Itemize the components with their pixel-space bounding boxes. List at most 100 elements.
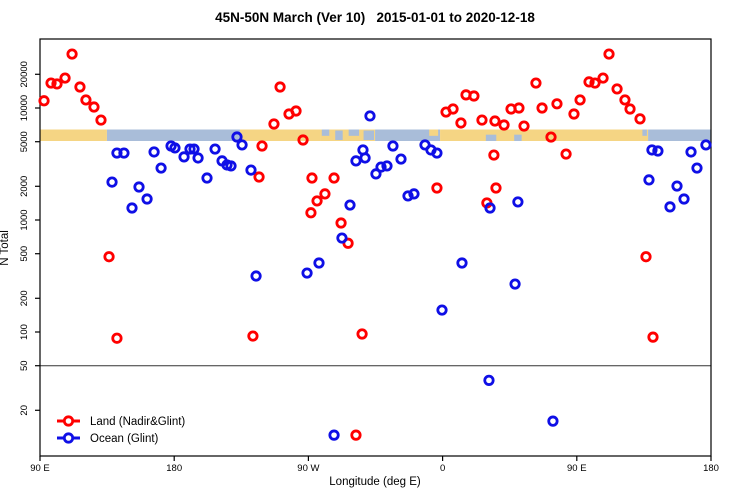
data-point-land [253,171,265,183]
data-point-ocean [155,162,167,174]
data-point-ocean [141,193,153,205]
data-point-ocean [395,153,407,165]
data-point-land [536,102,548,114]
y-tick-label: 20000 [19,61,30,87]
x-tick-label: 0 [440,463,445,474]
data-point-ocean [436,304,448,316]
data-point-land [513,102,525,114]
data-point-land [490,182,502,194]
data-point-ocean [126,202,138,214]
data-point-land [305,207,317,219]
data-point-land [574,94,586,106]
data-point-land [518,120,530,132]
y-tick-label: 1000 [19,209,30,230]
x-tick-label: 90 E [30,463,50,474]
data-point-land [268,118,280,130]
data-point-ocean [328,429,340,441]
data-point-land [551,98,563,110]
legend-marker-ocean [62,432,75,444]
data-point-land [560,148,572,160]
data-point-ocean [231,131,243,143]
y-tick-label: 100 [19,324,30,340]
data-point-ocean [370,168,382,180]
data-point-ocean [484,202,496,214]
data-point-ocean [209,143,221,155]
data-point-land [530,77,542,89]
data-point-land [328,172,340,184]
data-point-land [256,140,268,152]
data-point-land [488,149,500,161]
chart-title: 45N-50N March (Ver 10) 2015-01-01 to 202… [215,10,535,25]
legend-label-land: Land (Nadir&Glint) [90,416,185,428]
x-tick-label: 90 E [567,463,587,474]
data-point-land [583,76,595,88]
map-strip-land [440,129,649,141]
data-point-ocean [188,143,200,155]
data-point-land [634,113,646,125]
data-point-land [489,115,501,127]
data-point-land [468,90,480,102]
data-point-land [611,83,623,95]
data-point-land [88,101,100,113]
map-strip-land [239,129,321,141]
data-point-ocean [664,201,676,213]
data-point-ocean [359,152,371,164]
data-point-ocean [700,139,712,151]
plot-border [39,38,712,457]
data-point-ocean [236,139,248,151]
map-strip-land [320,129,376,141]
data-point-land [603,48,615,60]
data-point-ocean [245,164,257,176]
data-point-land [306,172,318,184]
map-strip-lake [485,134,497,141]
data-point-land [38,95,50,107]
map-strip-lake [348,129,360,136]
data-point-land [640,251,652,263]
data-point-ocean [408,188,420,200]
data-point-ocean [483,374,495,386]
data-point-ocean [178,151,190,163]
data-point-land [447,103,459,115]
y-tick-label: 50 [19,360,30,371]
data-point-land [297,134,309,146]
data-point-ocean [250,270,262,282]
data-point-ocean [691,162,703,174]
data-point-land [498,119,510,131]
data-point-land [311,195,323,207]
data-point-ocean [431,147,443,159]
data-point-land [589,77,601,89]
map-strip-ocean [106,129,240,141]
legend-label-ocean: Ocean (Glint) [90,433,159,445]
data-point-land [545,131,557,143]
y-tick-label: 10000 [19,95,30,121]
data-point-ocean [118,147,130,159]
data-point-ocean [387,140,399,152]
data-point-ocean [192,152,204,164]
data-point-ocean [133,181,145,193]
data-point-ocean [106,176,118,188]
data-point-land [624,103,636,115]
data-point-land [274,81,286,93]
map-strip-island [429,129,439,136]
map-strip-lake [335,130,343,140]
y-tick-label: 2000 [19,176,30,197]
data-point-ocean [301,267,313,279]
x-tick-label: 90 W [297,463,319,474]
data-point-ocean [344,199,356,211]
data-point-ocean [336,232,348,244]
data-point-ocean [184,143,196,155]
map-strip-lake [321,129,330,136]
map-strip-lake [514,134,522,141]
data-point-ocean [350,155,362,167]
data-point-land [51,78,63,90]
data-point-ocean [652,145,664,157]
data-point-land [431,182,443,194]
data-point-land [59,72,71,84]
data-point-ocean [381,160,393,172]
y-tick-label: 200 [19,290,30,306]
data-point-land [335,217,347,229]
data-point-land [103,251,115,263]
data-point-land [647,331,659,343]
data-point-land [568,108,580,120]
